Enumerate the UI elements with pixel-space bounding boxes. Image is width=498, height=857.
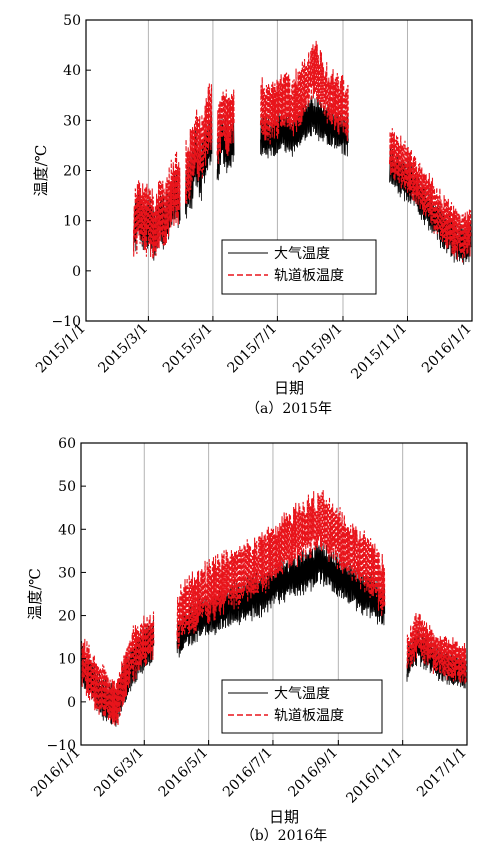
- y-tick-label: 60: [58, 436, 76, 452]
- panel-caption: （a）2015年: [246, 401, 332, 417]
- y-tick-label: −10: [46, 738, 76, 754]
- series-line: [406, 613, 467, 685]
- y-tick-label: 0: [67, 695, 76, 711]
- plot-frame: [80, 442, 468, 746]
- y-axis-label: 温度/℃: [32, 145, 50, 197]
- x-tick-label: 2016/1/1: [419, 321, 475, 377]
- y-tick-label: 30: [58, 565, 76, 581]
- y-tick-label: 20: [63, 164, 81, 180]
- panel-caption: （b）2016年: [241, 828, 328, 844]
- y-tick-label: 20: [58, 609, 76, 625]
- series-line: [133, 151, 181, 260]
- x-tick-label: 2015/11/1: [348, 321, 410, 383]
- x-tick-label: 2017/1/1: [414, 745, 470, 801]
- series-line: [176, 490, 386, 650]
- series-line: [259, 40, 349, 146]
- y-tick-label: 30: [63, 113, 81, 129]
- series-slab-temperature: [80, 490, 467, 726]
- series-line: [216, 89, 235, 164]
- series-line: [260, 95, 349, 159]
- series-line: [80, 611, 155, 726]
- y-tick-label: −10: [51, 314, 81, 330]
- x-tick-label: 2016/7/1: [220, 745, 276, 801]
- legend-box: [221, 679, 383, 734]
- y-tick-label: 50: [63, 13, 81, 29]
- x-tick-label: 2015/5/1: [160, 321, 216, 377]
- y-tick-label: 50: [58, 479, 76, 495]
- legend-label: 大气温度: [274, 686, 330, 702]
- series-line: [388, 128, 472, 263]
- legend-label: 轨道板温度: [274, 708, 344, 724]
- legend-label: 大气温度: [274, 246, 330, 262]
- y-tick-label: 10: [63, 214, 81, 230]
- y-axis-label: 温度/℃: [26, 568, 44, 620]
- series-line: [176, 542, 386, 658]
- series-line: [184, 83, 213, 204]
- y-tick-label: 40: [63, 63, 81, 79]
- y-tick-label: 10: [58, 652, 76, 668]
- x-tick-label: 2015/9/1: [290, 321, 346, 377]
- x-tick-label: 2015/3/1: [95, 321, 151, 377]
- y-tick-label: 0: [72, 264, 81, 280]
- y-tick-label: 40: [58, 522, 76, 538]
- x-tick-label: 2016/3/1: [91, 745, 147, 801]
- x-axis-label: 日期: [274, 379, 304, 397]
- x-tick-label: 2016/5/1: [156, 745, 212, 801]
- x-axis-label: 日期: [269, 808, 299, 826]
- x-tick-label: 2016/9/1: [285, 745, 341, 801]
- x-tick-label: 2015/7/1: [224, 321, 280, 377]
- legend-label: 轨道板温度: [274, 268, 344, 284]
- legend-box: [221, 239, 377, 295]
- series-slab-temperature: [133, 40, 472, 263]
- x-tick-label: 2016/11/1: [343, 745, 405, 807]
